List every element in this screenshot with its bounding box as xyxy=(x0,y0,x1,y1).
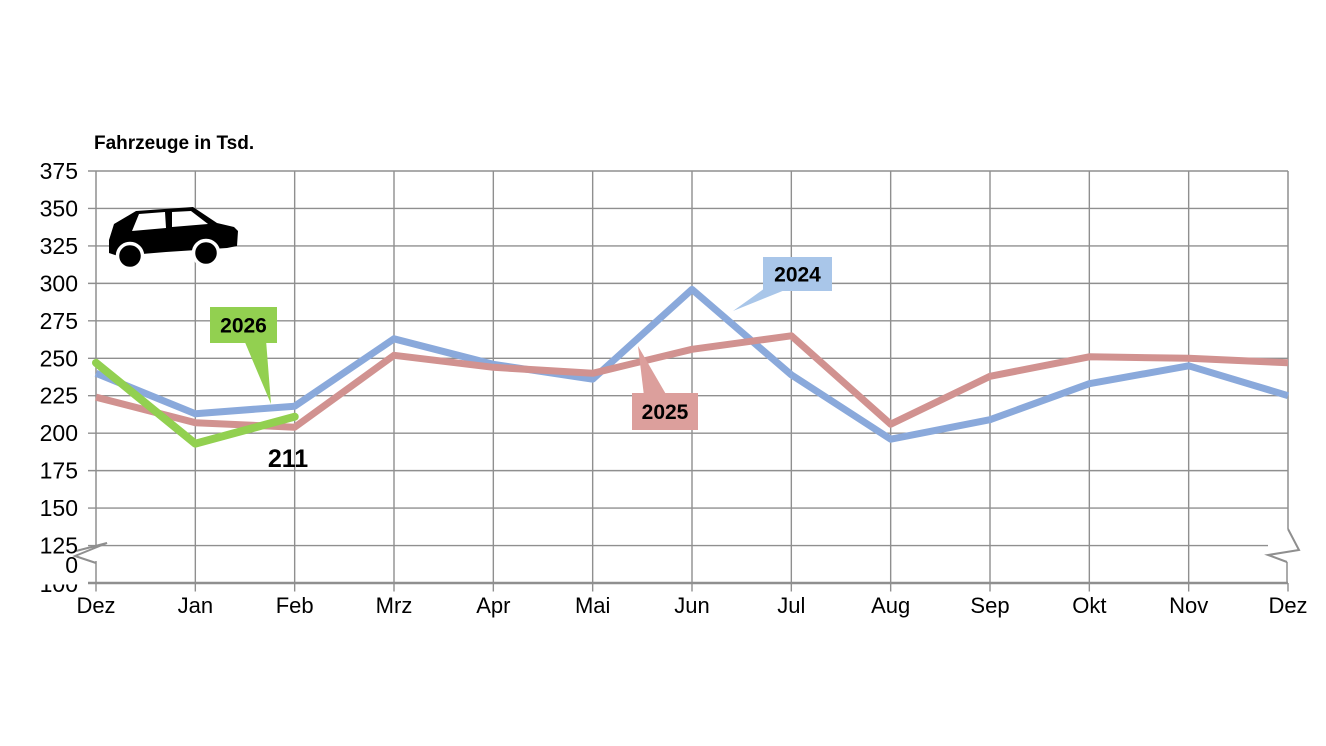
x-axis-tick-label: Jul xyxy=(777,593,805,618)
x-axis-tick-label: Aug xyxy=(871,593,910,618)
axis-break-right-icon xyxy=(1264,528,1301,563)
y-axis-hundred-label: 100 xyxy=(40,571,78,597)
y-axis-tick-label: 225 xyxy=(40,383,78,409)
y-axis-tick-label: 325 xyxy=(40,233,78,259)
y-axis-tick-label: 375 xyxy=(40,158,78,184)
x-axis-tick-label: Dez xyxy=(1268,593,1307,618)
x-axis-tick-label: Jan xyxy=(178,593,213,618)
chart-title: Fahrzeuge in Tsd. xyxy=(94,133,254,154)
y-axis-tick-label: 175 xyxy=(40,458,78,484)
y-axis-tick-label: 300 xyxy=(40,270,78,296)
callout-pointer xyxy=(638,346,667,396)
callout-box xyxy=(763,257,832,291)
x-axis-tick-label: Feb xyxy=(276,593,314,618)
car-rear-wheel xyxy=(115,241,145,271)
x-axis-tick-label: Okt xyxy=(1072,593,1106,618)
callout-label: 2026 xyxy=(220,315,267,338)
car-front-wheel xyxy=(191,238,221,268)
car-rear-window xyxy=(132,212,166,231)
series-line-2025 xyxy=(95,332,1289,431)
x-axis-tick-label: Jun xyxy=(674,593,709,618)
data-label: 211 xyxy=(268,445,308,473)
series-callout-2025: 2025 xyxy=(632,346,698,430)
car-icon xyxy=(109,207,238,271)
y-axis-tick-label: 125 xyxy=(40,533,78,559)
callout-label: 2025 xyxy=(642,401,689,424)
x-axis-tick-label: Sep xyxy=(970,593,1009,618)
y-axis-tick-label: 250 xyxy=(40,345,78,371)
callout-pointer xyxy=(244,340,271,404)
x-axis-tick-label: Mrz xyxy=(376,593,413,618)
y-axis-tick-label: 275 xyxy=(40,308,78,334)
x-axis-tick-label: Nov xyxy=(1169,593,1208,618)
series-callout-2026: 2026 xyxy=(210,307,277,404)
series-line-2026 xyxy=(92,358,299,448)
y-axis-tick-label: 150 xyxy=(40,495,78,521)
axis-break-left-icon xyxy=(72,542,108,564)
y-axis-tick-label: 200 xyxy=(40,420,78,446)
series-line-2024 xyxy=(94,285,1290,443)
y-axis-zero-label: 0 xyxy=(65,552,78,578)
series-callout-2024: 2024 xyxy=(733,257,832,311)
x-axis-tick-label: Mai xyxy=(575,593,610,618)
car-front-window xyxy=(172,211,208,227)
x-axis-tick-label: Apr xyxy=(476,593,510,618)
callout-label: 2024 xyxy=(774,264,821,287)
callout-pointer xyxy=(733,288,790,311)
callout-box xyxy=(210,307,277,343)
x-axis-tick-label: Dez xyxy=(76,593,115,618)
callout-box xyxy=(632,393,698,430)
y-axis-tick-label: 350 xyxy=(40,195,78,221)
